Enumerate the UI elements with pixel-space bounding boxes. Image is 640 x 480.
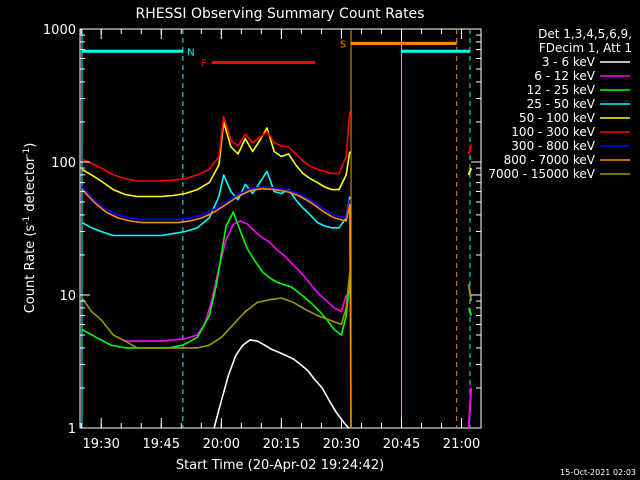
series-300-800-kev — [81, 186, 351, 221]
x-tick-label: 19:30 — [82, 437, 119, 452]
x-tick-label: 20:00 — [203, 437, 240, 452]
state-bar-label-s: S — [340, 39, 346, 50]
series-100-300-kev — [81, 111, 351, 182]
x-tick-label: 21:00 — [443, 437, 480, 452]
right-fragment-3 — [467, 284, 473, 302]
plot-area: NFS 19:30 19:45 20:00 20:15 20:30 20:45 21:00 … — [43, 23, 482, 452]
x-tick-label: 20:30 — [323, 437, 360, 452]
series-6-12-kev — [125, 220, 347, 342]
series-800-7000-kev — [81, 187, 352, 429]
legend-label-25-50-kev: 25 - 50 keV — [527, 97, 596, 111]
series-3-6-kev — [213, 339, 350, 429]
y-tick-label: 1000 — [43, 23, 76, 38]
y-tick-label: 100 — [51, 156, 76, 171]
series-7000-15000-kev — [81, 271, 351, 349]
y-axis-label: Count Rate (s-1 detector-1) — [22, 143, 38, 314]
right-fragment-1 — [467, 167, 473, 176]
state-bar-label-n: N — [187, 47, 194, 58]
state-bar-label-f: F — [201, 58, 207, 69]
x-tick-label: 20:15 — [263, 437, 300, 452]
plot-frame — [79, 28, 482, 429]
x-tick-label: 20:45 — [383, 437, 420, 452]
right-fragment-0 — [467, 144, 473, 155]
y-axis-label-main: Count Rate (s — [23, 225, 38, 314]
legend-header-1: Det 1,3,4,5,6,9, — [538, 27, 632, 41]
legend-label-3-6-kev: 3 - 6 keV — [542, 55, 596, 69]
y-axis-label-sup2: -1 — [22, 148, 32, 157]
legend-label-300-800-kev: 300 - 800 keV — [511, 139, 595, 153]
y-axis-label-end: ) — [23, 143, 38, 148]
y-tick-label: 1 — [68, 422, 76, 437]
footer-timestamp: 15-Oct-2021 02:03 — [560, 468, 636, 477]
state-lines — [81, 29, 471, 428]
x-tick-label: 19:45 — [143, 437, 180, 452]
legend-label-12-25-kev: 12 - 25 keV — [527, 83, 596, 97]
series-50-100-kev — [81, 121, 351, 198]
legend-label-50-100-kev: 50 - 100 keV — [519, 111, 596, 125]
chart-title: RHESSI Observing Summary Count Rates — [136, 6, 425, 22]
y-tick-label: 10 — [59, 289, 76, 304]
x-ticks: 19:30 19:45 20:00 20:15 20:30 20:45 21:00 — [80, 29, 480, 452]
series-25-50-kev — [81, 170, 351, 237]
right-fragment-2 — [467, 307, 473, 316]
right-fragment-4 — [467, 387, 473, 429]
legend-label-7000-15000-kev: 7000 - 15000 keV — [488, 167, 595, 181]
y-axis-label-sup1: -1 — [22, 216, 32, 225]
legend: Det 1,3,4,5,6,9, FDecim 1, Att 1 3 - 6 k… — [488, 27, 632, 181]
state-bars: NF S — [81, 39, 470, 69]
legend-header-2: FDecim 1, Att 1 — [539, 41, 632, 55]
legend-label-100-300-kev: 100 - 300 keV — [511, 125, 595, 139]
legend-label-800-7000-kev: 800 - 7000 keV — [504, 153, 596, 167]
x-axis-label: Start Time (20-Apr-02 19:24:42) — [176, 458, 384, 473]
legend-label-6-12-kev: 6 - 12 keV — [534, 69, 596, 83]
y-ticks: 1 10 100 1000 — [43, 23, 481, 437]
y-axis-label-mid: detector — [23, 156, 38, 216]
series-group — [81, 111, 473, 429]
